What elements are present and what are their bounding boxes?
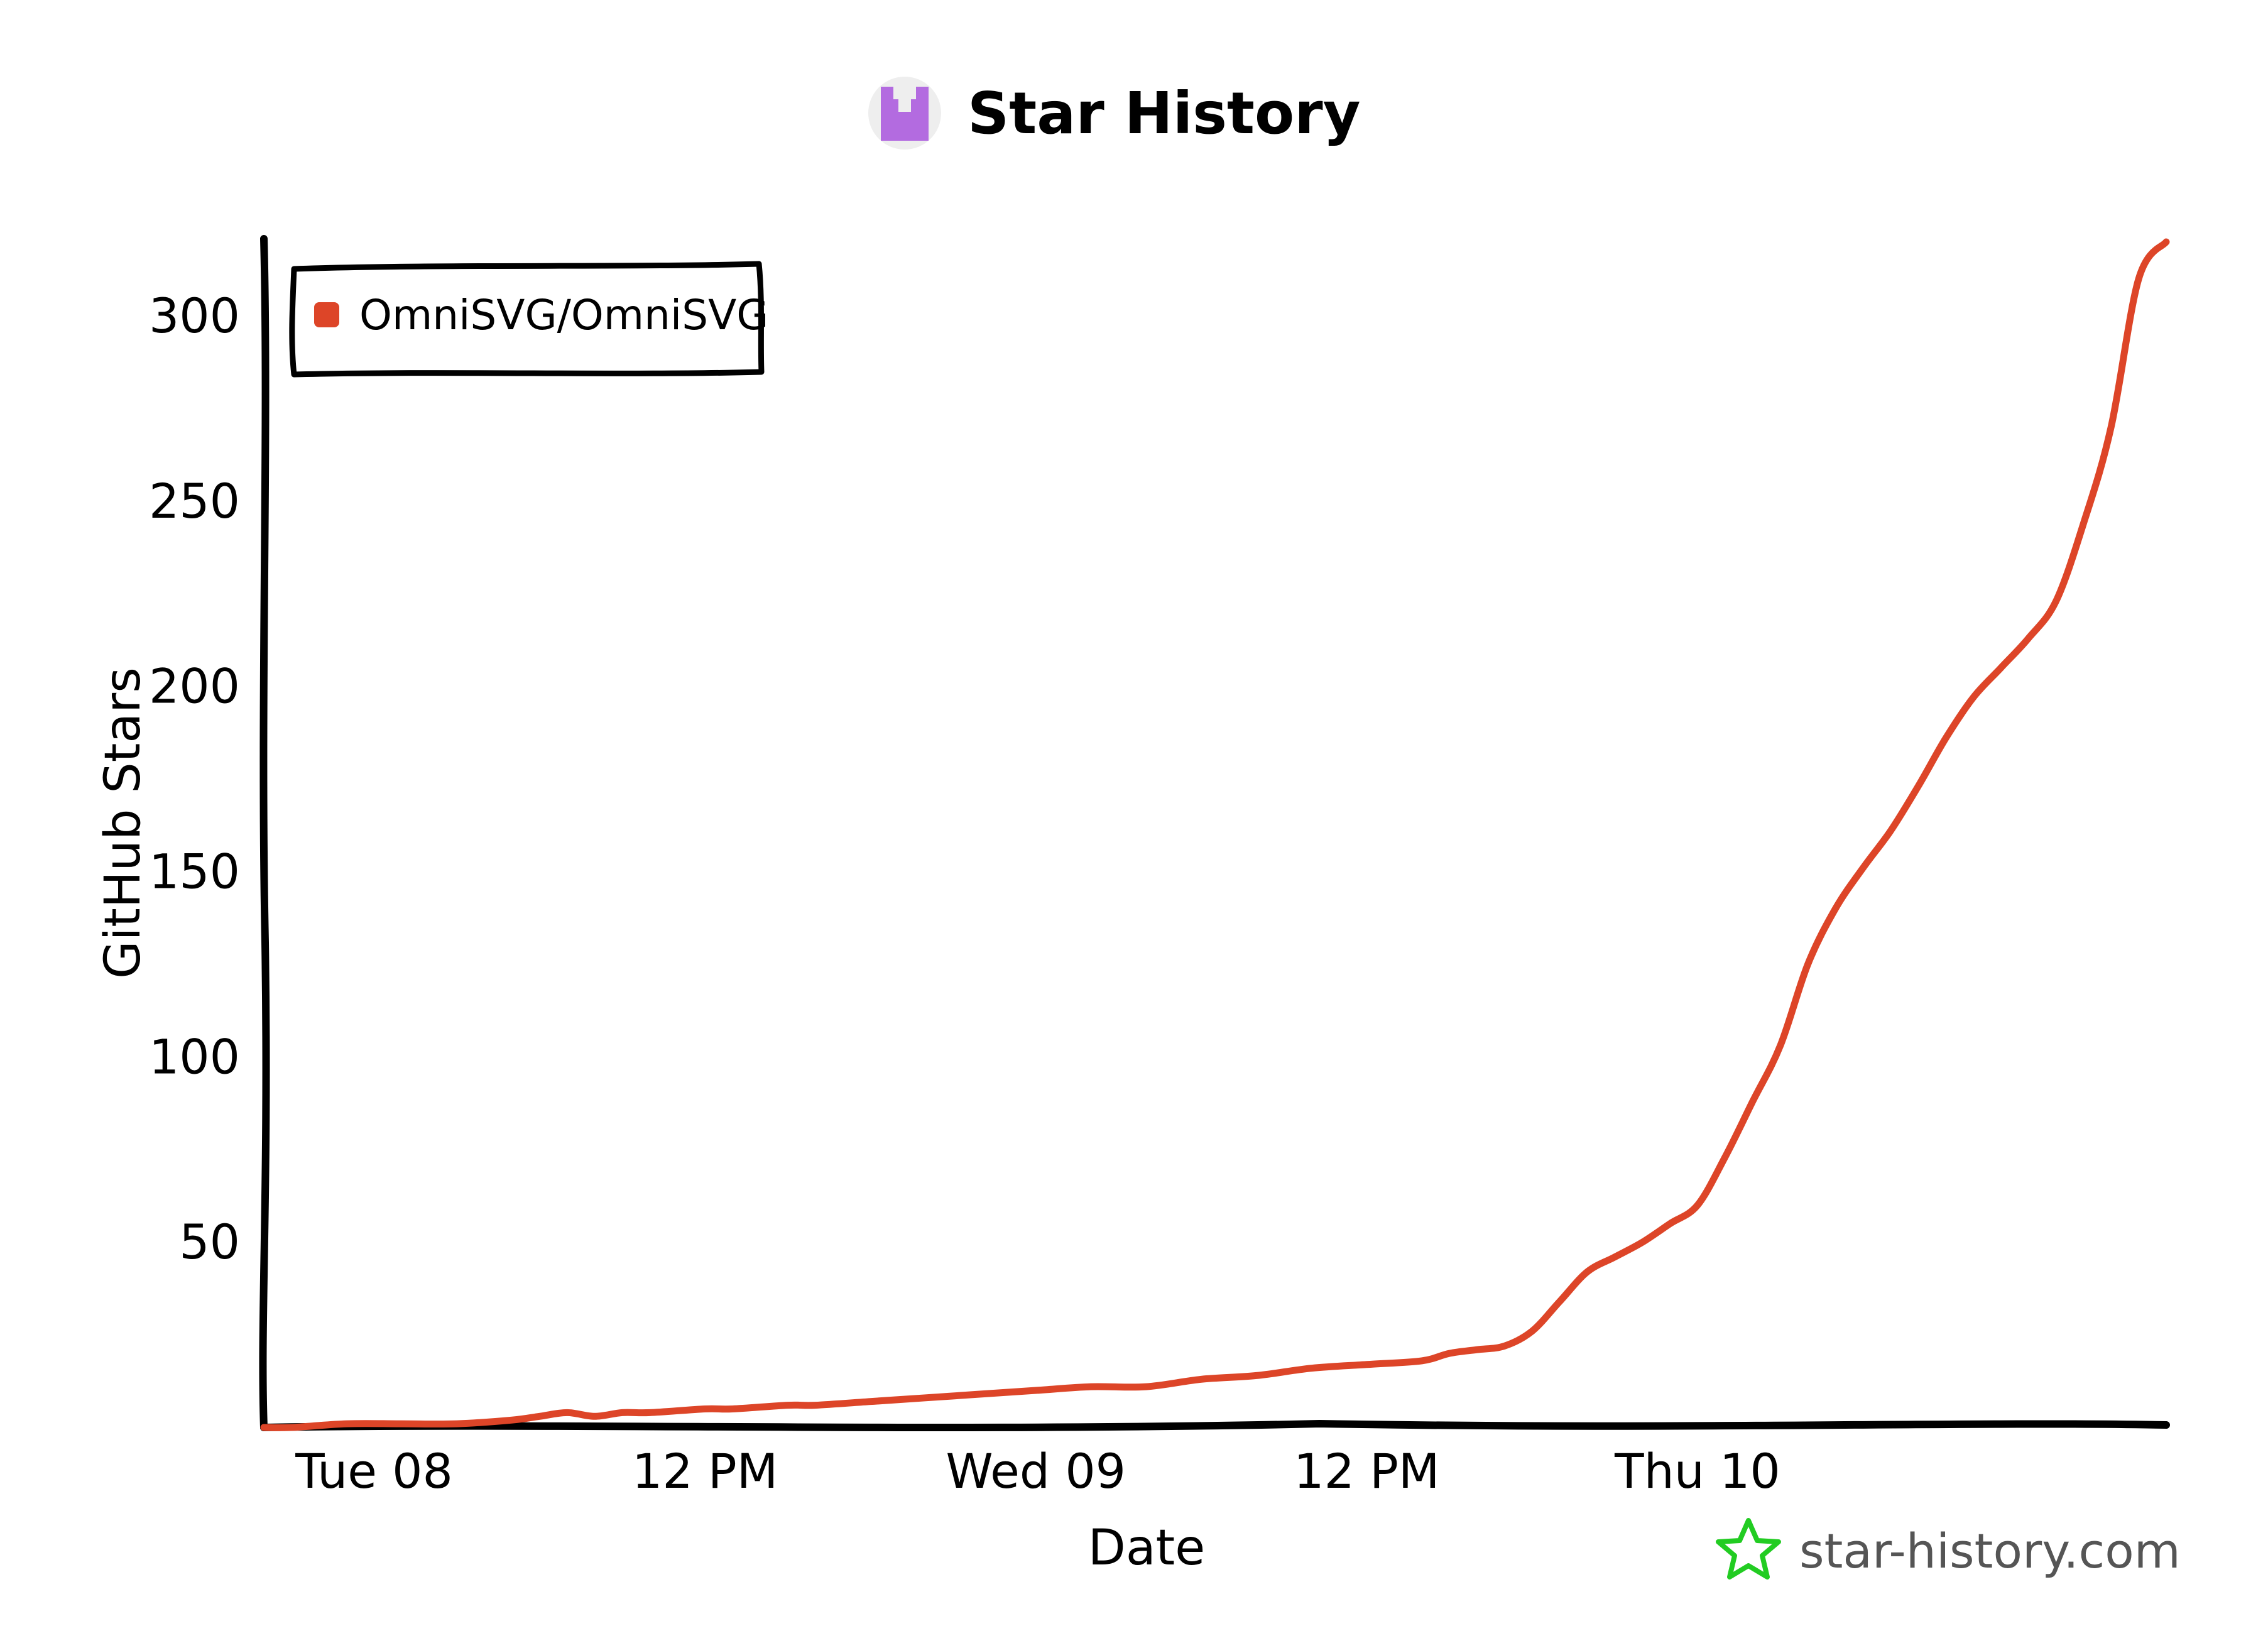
watermark-text: star-history.com (1799, 1523, 2181, 1579)
legend: OmniSVG/OmniSVG (289, 261, 768, 378)
chart-header: Star History (868, 77, 1361, 150)
legend-label: OmniSVG/OmniSVG (359, 291, 768, 339)
y-tick-label: 50 (179, 1214, 240, 1270)
legend-swatch (314, 302, 339, 327)
watermark: star-history.com (1716, 1518, 2181, 1580)
series-line-omnisvg-omnisvg (260, 238, 2170, 1431)
y-axis-line (259, 235, 270, 1431)
chart-title: Star History (968, 80, 1361, 147)
y-tick-label: 250 (149, 473, 240, 529)
y-tick-label: 300 (149, 288, 240, 344)
y-tick-label: 200 (149, 658, 240, 714)
star-history-logo-icon (868, 77, 941, 150)
y-tick-label: 150 (149, 843, 240, 899)
x-tick-label: Wed 09 (946, 1443, 1126, 1499)
series-layer (260, 238, 2170, 1431)
x-axis-line (260, 1419, 2170, 1431)
x-tick-label: Thu 10 (1614, 1443, 1780, 1499)
star-icon (1716, 1518, 1781, 1580)
x-axis-ticks: Tue 08 12 PM Wed 09 12 PM Thu 10 (295, 1443, 1780, 1499)
x-tick-label: Tue 08 (295, 1443, 453, 1499)
y-axis-ticks: 50 100 150 200 250 300 (149, 288, 240, 1270)
x-tick-label: 12 PM (1294, 1443, 1439, 1499)
y-axis-label: GitHub Stars (95, 667, 151, 979)
x-axis-label: Date (1088, 1520, 1205, 1576)
legend-box (289, 261, 765, 378)
y-tick-label: 100 (149, 1029, 240, 1084)
x-tick-label: 12 PM (632, 1443, 778, 1499)
